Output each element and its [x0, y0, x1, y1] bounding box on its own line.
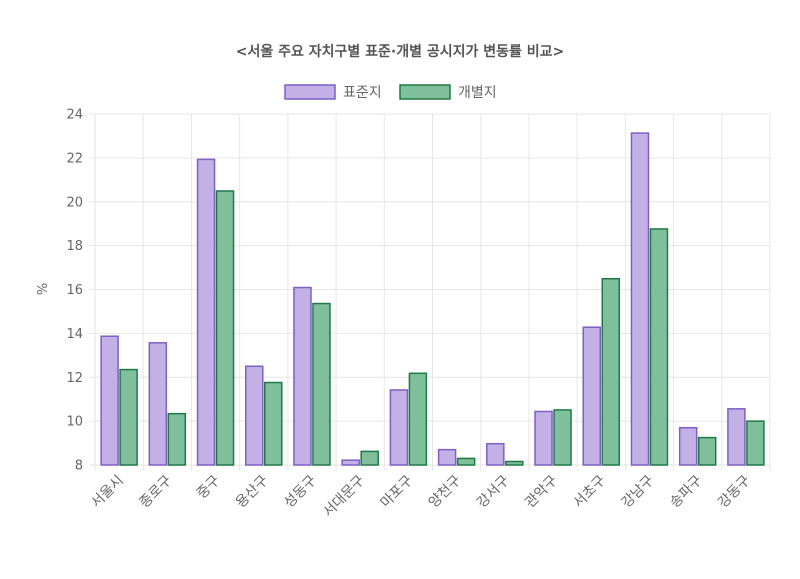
- bar-standard[interactable]: [196, 158, 216, 466]
- bar-individual[interactable]: [215, 190, 235, 466]
- y-tick-label: 16: [66, 283, 83, 298]
- y-tick-label: 22: [66, 151, 83, 166]
- legend-swatch-individual: [399, 84, 451, 100]
- bar-individual[interactable]: [746, 420, 765, 466]
- y-axis-title: %: [36, 283, 51, 295]
- bar-standard[interactable]: [389, 389, 409, 466]
- bar-standard[interactable]: [727, 408, 746, 466]
- bar-individual[interactable]: [408, 372, 428, 466]
- bar-standard[interactable]: [678, 426, 698, 466]
- bar-individual[interactable]: [601, 278, 620, 466]
- y-axis-ticks: 8 10 12 14 16 18 20 22 24: [66, 108, 83, 474]
- legend-item-standard[interactable]: 표준지: [284, 84, 382, 101]
- bar-individual[interactable]: [167, 412, 187, 466]
- bar-individual[interactable]: [119, 368, 138, 466]
- bar-standard[interactable]: [437, 448, 457, 466]
- bar-individual[interactable]: [553, 409, 572, 466]
- x-category-label: 양천구: [426, 472, 465, 511]
- x-category-label: 강동구: [715, 472, 754, 511]
- legend[interactable]: 표준지 개별지: [284, 84, 497, 101]
- bar-individual[interactable]: [649, 228, 669, 466]
- bar-individual[interactable]: [505, 460, 524, 466]
- x-category-label: 관악구: [522, 472, 561, 511]
- x-category-label: 송파구: [667, 472, 706, 511]
- y-tick-label: 8: [75, 459, 83, 474]
- bar-standard[interactable]: [245, 365, 264, 466]
- x-category-label: 성동구: [281, 472, 320, 511]
- x-category-label: 종로구: [137, 472, 176, 511]
- legend-label-individual: 개별지: [458, 85, 497, 101]
- bar-individual[interactable]: [312, 302, 331, 466]
- bar-individual[interactable]: [697, 436, 717, 466]
- bar-standard[interactable]: [630, 132, 650, 466]
- x-category-label: 중구: [194, 472, 224, 502]
- bar-standard[interactable]: [582, 326, 601, 466]
- legend-item-individual[interactable]: 개별지: [399, 84, 497, 101]
- y-tick-label: 12: [66, 371, 83, 386]
- chart-title: <서울 주요 자치구별 표준·개별 공시지가 변동률 비교>: [236, 43, 565, 60]
- bar-standard[interactable]: [486, 442, 505, 466]
- y-tick-label: 24: [66, 108, 83, 123]
- bar-individual[interactable]: [360, 450, 379, 466]
- y-tick-label: 14: [66, 327, 83, 342]
- bar-standard[interactable]: [534, 410, 553, 466]
- bar-standard[interactable]: [148, 342, 168, 466]
- legend-label-standard: 표준지: [343, 85, 382, 101]
- x-category-label: 서대문구: [320, 472, 368, 520]
- y-tick-label: 20: [66, 195, 83, 210]
- x-category-label: 서울시: [88, 473, 127, 512]
- bars: [100, 132, 765, 466]
- bar-standard[interactable]: [341, 459, 360, 466]
- y-tick-label: 18: [66, 239, 83, 254]
- bar-individual[interactable]: [264, 381, 283, 466]
- bar-individual[interactable]: [456, 457, 476, 466]
- x-category-label: 서초구: [570, 472, 609, 511]
- x-category-label: 강남구: [619, 472, 658, 511]
- x-category-label: 강서구: [474, 472, 513, 511]
- legend-swatch-standard: [284, 84, 336, 100]
- x-category-label: 용산구: [233, 472, 272, 511]
- x-axis-labels: 서울시 종로구 중구 용산구 성동구 서대문구 마포구 양천구 강서구 관악구 서초구 강남구 송파구 강…: [88, 472, 754, 520]
- bar-standard[interactable]: [293, 286, 312, 466]
- bar-standard[interactable]: [100, 335, 119, 466]
- x-category-label: 마포구: [378, 472, 417, 511]
- y-tick-label: 10: [66, 415, 83, 430]
